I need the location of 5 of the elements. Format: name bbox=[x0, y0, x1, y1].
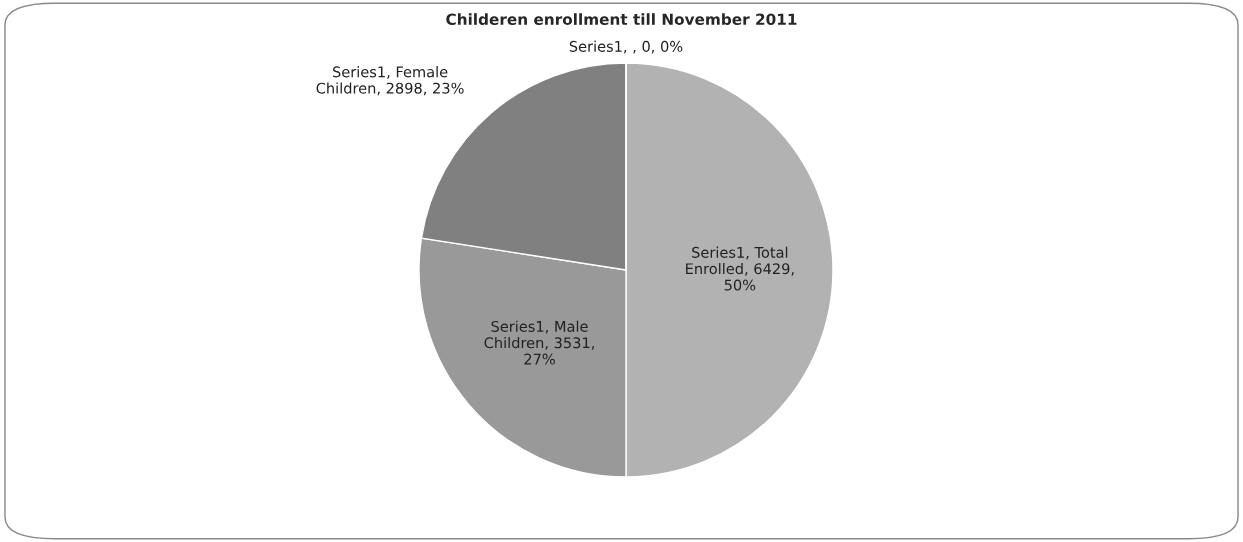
data-label: Series1, Female Children, 2898, 23% bbox=[316, 66, 464, 96]
data-label: Series1, Total Enrolled, 6429, 50% bbox=[686, 246, 794, 291]
chart-title: Childeren enrollment till November 2011 bbox=[446, 13, 797, 26]
text: Series1, , 0, 0% bbox=[569, 40, 683, 54]
data-label: Series1, Male Children, 3531, 27% bbox=[484, 320, 594, 365]
